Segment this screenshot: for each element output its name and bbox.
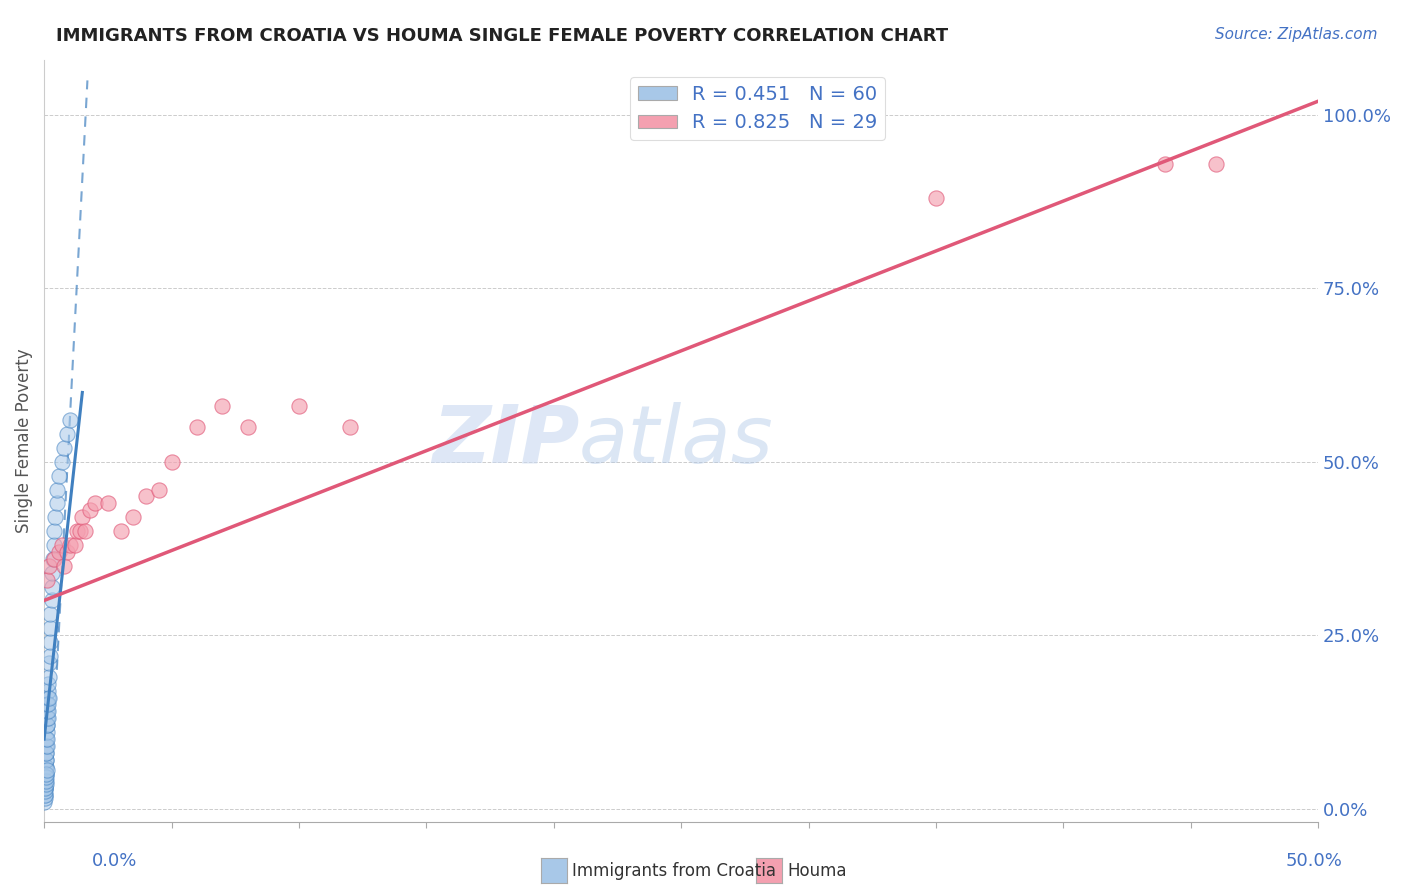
Point xyxy=(35,760,58,774)
Text: Houma: Houma xyxy=(787,862,846,880)
Point xyxy=(34,795,56,809)
Point xyxy=(73,524,96,538)
Point xyxy=(37,698,59,712)
Point xyxy=(51,455,73,469)
Point xyxy=(34,753,56,767)
Point xyxy=(69,524,91,538)
Point xyxy=(35,739,58,753)
Point xyxy=(35,770,58,784)
Text: Immigrants from Croatia: Immigrants from Croatia xyxy=(572,862,776,880)
Point xyxy=(37,698,59,712)
Point xyxy=(48,545,70,559)
Point xyxy=(44,510,66,524)
Point xyxy=(63,538,86,552)
Point xyxy=(186,420,208,434)
Point xyxy=(48,468,70,483)
Point xyxy=(122,510,145,524)
Point xyxy=(39,607,62,622)
Point xyxy=(34,788,56,802)
Point xyxy=(44,538,66,552)
Point xyxy=(37,718,59,732)
Point xyxy=(35,732,58,747)
Point xyxy=(38,656,60,670)
Point xyxy=(37,711,59,725)
Text: 0.0%: 0.0% xyxy=(91,852,136,870)
Point xyxy=(37,690,59,705)
Point xyxy=(39,621,62,635)
Point xyxy=(110,524,132,538)
Point xyxy=(148,483,170,497)
Point xyxy=(45,483,67,497)
Point xyxy=(41,580,63,594)
Point xyxy=(339,420,361,434)
Point xyxy=(35,746,58,760)
Point xyxy=(44,524,66,538)
Point xyxy=(84,496,107,510)
Point xyxy=(34,784,56,798)
Point xyxy=(34,773,56,788)
Point xyxy=(35,773,58,788)
Point xyxy=(38,670,60,684)
Point xyxy=(211,400,233,414)
Point xyxy=(34,780,56,795)
Point xyxy=(37,683,59,698)
Point xyxy=(925,191,948,205)
Point xyxy=(35,764,58,778)
Point xyxy=(35,725,58,739)
Point xyxy=(53,558,76,573)
Point xyxy=(35,739,58,753)
Point xyxy=(236,420,259,434)
Point xyxy=(38,690,60,705)
Point xyxy=(56,427,79,442)
Point xyxy=(34,780,56,795)
Point xyxy=(1154,156,1177,170)
Point xyxy=(45,496,67,510)
Point xyxy=(35,711,58,725)
Point xyxy=(35,746,58,760)
Point xyxy=(51,538,73,552)
Point xyxy=(37,676,59,690)
Point xyxy=(34,767,56,781)
Point xyxy=(34,791,56,805)
Point xyxy=(34,780,56,795)
Text: ZIP: ZIP xyxy=(432,402,579,480)
Point xyxy=(53,441,76,455)
Point xyxy=(44,552,66,566)
Point xyxy=(37,705,59,719)
Text: atlas: atlas xyxy=(579,402,773,480)
Point xyxy=(58,538,80,552)
Point xyxy=(34,788,56,802)
Point xyxy=(160,455,183,469)
Point xyxy=(38,558,60,573)
Point xyxy=(56,545,79,559)
Legend: R = 0.451   N = 60, R = 0.825   N = 29: R = 0.451 N = 60, R = 0.825 N = 29 xyxy=(630,77,886,140)
Point xyxy=(66,524,89,538)
Point xyxy=(288,400,311,414)
Point xyxy=(135,490,157,504)
Point xyxy=(35,753,58,767)
Point xyxy=(35,573,58,587)
Y-axis label: Single Female Poverty: Single Female Poverty xyxy=(15,349,32,533)
Point xyxy=(41,566,63,580)
Point xyxy=(35,767,58,781)
Point xyxy=(37,705,59,719)
Text: Source: ZipAtlas.com: Source: ZipAtlas.com xyxy=(1215,27,1378,42)
Point xyxy=(72,510,94,524)
Text: 50.0%: 50.0% xyxy=(1286,852,1343,870)
Point xyxy=(35,718,58,732)
Text: IMMIGRANTS FROM CROATIA VS HOUMA SINGLE FEMALE POVERTY CORRELATION CHART: IMMIGRANTS FROM CROATIA VS HOUMA SINGLE … xyxy=(56,27,949,45)
Point xyxy=(38,635,60,649)
Point xyxy=(79,503,101,517)
Point xyxy=(34,760,56,774)
Point xyxy=(42,552,65,566)
Point xyxy=(1205,156,1227,170)
Point xyxy=(58,413,80,427)
Point xyxy=(34,767,56,781)
Point xyxy=(38,648,60,663)
Point xyxy=(37,732,59,747)
Point xyxy=(34,777,56,791)
Point xyxy=(34,773,56,788)
Point xyxy=(97,496,120,510)
Point xyxy=(41,593,63,607)
